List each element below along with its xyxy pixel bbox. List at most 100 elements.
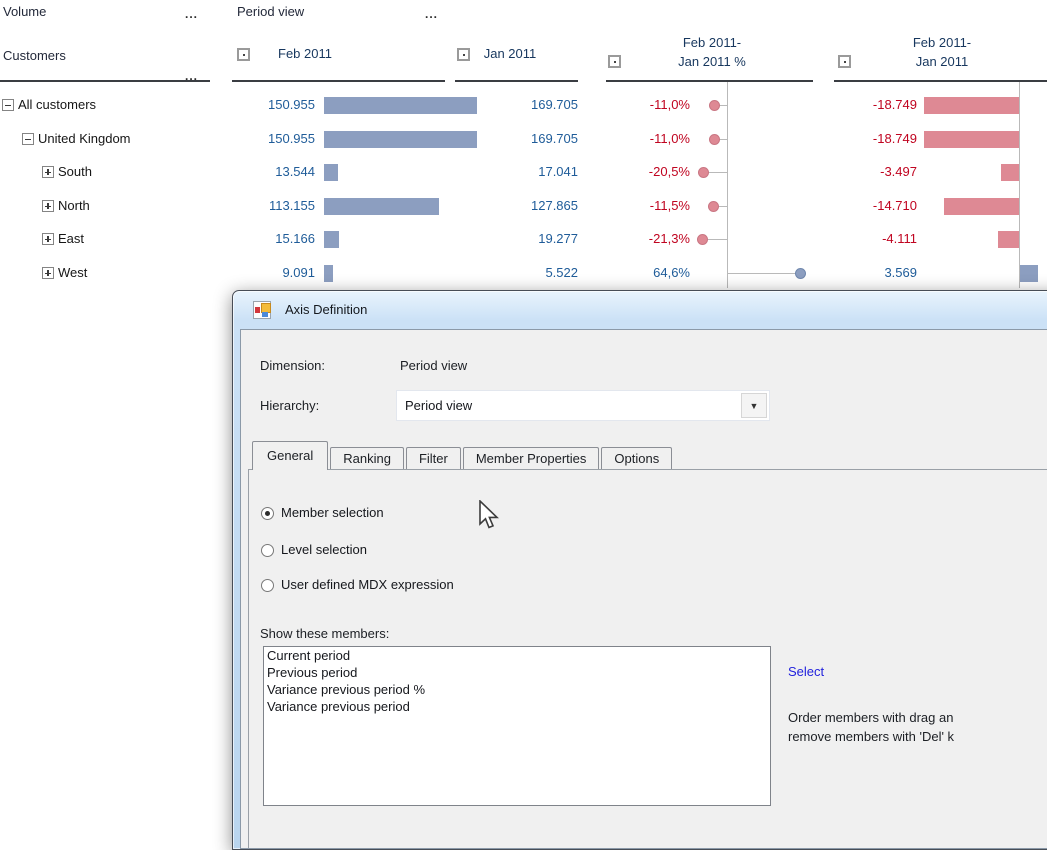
measure-header[interactable]: Volume (3, 4, 47, 19)
zero-axis-line (1019, 82, 1020, 288)
cell-value: 9.091 (282, 265, 315, 280)
column-member-header-line: Jan 2011 (915, 54, 969, 69)
list-item[interactable]: Previous period (267, 665, 358, 680)
dot-glyph (242, 53, 245, 56)
row-header[interactable]: East (58, 231, 85, 246)
data-bar (324, 163, 338, 181)
lollipop-stem (713, 205, 727, 207)
column-collapse-icon[interactable] (457, 48, 470, 61)
header-rule (0, 80, 210, 82)
radio-member-selection[interactable] (261, 507, 274, 520)
cell-value: -11,5% (649, 198, 690, 213)
plus-glyph (47, 203, 49, 209)
cell-value: 13.544 (275, 164, 315, 179)
list-item[interactable]: Variance previous period % (267, 682, 426, 697)
column-collapse-icon[interactable] (608, 55, 621, 68)
tab-general[interactable]: General (252, 441, 329, 470)
collapse-button[interactable] (2, 99, 14, 111)
select-link[interactable]: Select (788, 664, 825, 679)
cell-value: 17.041 (538, 164, 578, 179)
hierarchy-label: Hierarchy: (260, 398, 320, 413)
expand-button[interactable] (42, 233, 54, 245)
dimension-label: Dimension: (260, 358, 326, 373)
cell-value: 113.155 (268, 198, 315, 213)
cell-value: -18.749 (872, 97, 917, 112)
plus-glyph (47, 270, 49, 276)
header-rule (455, 80, 578, 82)
data-bar (1020, 264, 1038, 282)
tab-member-properties[interactable]: Member Properties (462, 447, 600, 469)
row-dimension-more-button[interactable]: ... (185, 69, 199, 83)
row-header[interactable]: West (58, 265, 88, 280)
cell-value: 15.166 (275, 231, 315, 246)
cell-value: -11,0% (649, 131, 690, 146)
column-dimension-more-button[interactable]: ... (425, 7, 439, 21)
form-icon (253, 301, 271, 319)
lollipop-stem (703, 171, 727, 173)
dialog-titlebar[interactable]: Axis Definition (233, 291, 1047, 329)
zero-axis-line (727, 82, 728, 288)
column-member-header-line: Feb 2011- (682, 35, 742, 50)
tab-strip: General Ranking Filter Member Properties Opt… (252, 440, 673, 470)
cell-value: 19.277 (538, 231, 578, 246)
column-member-header[interactable]: Jan 2011 (455, 44, 565, 63)
dialog-title: Axis Definition (285, 302, 368, 317)
plus-glyph (47, 169, 49, 175)
expand-button[interactable] (42, 200, 54, 212)
data-bar (924, 130, 1019, 148)
data-bar (1001, 163, 1019, 181)
column-member-header-line: Jan 2011 % (678, 54, 746, 69)
column-member-header[interactable]: Feb 2011- Jan 2011 % (632, 33, 792, 71)
cell-value: 5.522 (545, 265, 578, 280)
hierarchy-combobox[interactable]: Period view ▼ (396, 390, 770, 421)
row-header[interactable]: North (58, 198, 90, 213)
cell-value: -11,0% (649, 97, 690, 112)
row-dimension-header[interactable]: Customers (3, 48, 66, 63)
cell-value: 150.955 (268, 97, 315, 112)
radio-label-user-defined-mdx-expression[interactable]: User defined MDX expression (281, 577, 454, 592)
measure-more-button[interactable]: ... (185, 7, 199, 21)
row-header[interactable]: All customers (18, 97, 97, 112)
cell-value: 127.865 (531, 198, 578, 213)
list-item[interactable]: Variance previous period (267, 699, 410, 714)
column-collapse-icon[interactable] (838, 55, 851, 68)
column-collapse-icon[interactable] (237, 48, 250, 61)
chevron-down-icon[interactable]: ▼ (741, 393, 767, 418)
cell-value: -20,5% (648, 164, 690, 179)
list-item[interactable]: Current period (267, 648, 351, 663)
tab-options[interactable]: Options (601, 447, 673, 469)
data-bar (324, 230, 339, 248)
data-bar (924, 96, 1019, 114)
collapse-button[interactable] (22, 133, 34, 145)
radio-label-level-selection[interactable]: Level selection (281, 542, 367, 557)
data-bar (324, 197, 439, 215)
minus-glyph (25, 138, 31, 141)
lollipop-stem (727, 272, 801, 274)
row-header[interactable]: United Kingdom (38, 131, 131, 146)
radio-selected-dot (265, 511, 270, 516)
expand-button[interactable] (42, 267, 54, 279)
expand-button[interactable] (42, 166, 54, 178)
column-member-header[interactable]: Feb 2011 (250, 44, 360, 63)
pivot-grid: Volume ... Period view ... Customers ...… (0, 4, 1047, 288)
lollipop-dot (795, 267, 807, 279)
radio-user-defined-mdx-expression[interactable] (261, 579, 274, 592)
cell-value: -18.749 (872, 131, 917, 146)
column-dimension-header[interactable]: Period view (237, 4, 305, 19)
members-listbox[interactable]: Current period Previous period Variance pr… (263, 646, 771, 806)
dot-glyph (613, 60, 616, 63)
column-member-header-line: Jan 2011 (483, 46, 537, 61)
cell-value: 150.955 (268, 131, 315, 146)
column-member-header[interactable]: Feb 2011- Jan 2011 (862, 33, 1022, 71)
tab-ranking[interactable]: Ranking (330, 447, 404, 469)
tab-filter[interactable]: Filter (405, 447, 461, 469)
hierarchy-combobox-value: Period view (405, 398, 473, 413)
help-text-line: remove members with 'Del' k (788, 729, 955, 744)
axis-definition-dialog: Axis Definition Dimension: Period view H… (232, 290, 1047, 850)
radio-label-member-selection[interactable]: Member selection (281, 505, 384, 520)
help-text-line: Order members with drag an (788, 710, 954, 725)
lollipop-stem (702, 238, 727, 240)
radio-level-selection[interactable] (261, 544, 274, 557)
dimension-value: Period view (400, 358, 468, 373)
row-header[interactable]: South (58, 164, 92, 179)
